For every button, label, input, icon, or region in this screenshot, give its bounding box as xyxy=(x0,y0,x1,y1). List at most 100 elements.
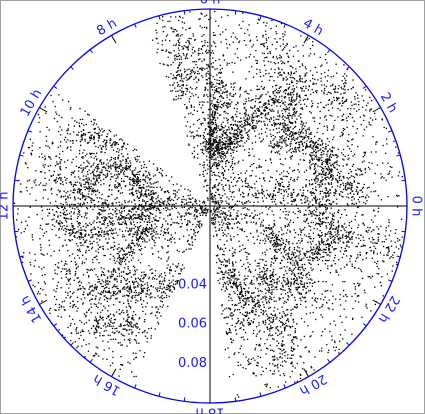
galaxy-point xyxy=(70,291,71,292)
galaxy-point xyxy=(286,191,287,192)
galaxy-point xyxy=(245,178,246,179)
galaxy-point xyxy=(308,89,309,90)
galaxy-point xyxy=(147,215,148,216)
galaxy-point xyxy=(155,315,156,316)
galaxy-point xyxy=(292,89,293,90)
galaxy-point xyxy=(83,150,84,151)
galaxy-point xyxy=(292,148,293,149)
galaxy-point xyxy=(63,214,64,215)
galaxy-point xyxy=(193,138,194,139)
galaxy-point xyxy=(230,83,231,84)
galaxy-point xyxy=(232,263,233,264)
galaxy-point xyxy=(273,373,274,374)
galaxy-point xyxy=(185,58,186,59)
galaxy-point xyxy=(351,242,352,243)
galaxy-point xyxy=(194,151,195,152)
galaxy-point xyxy=(276,258,277,259)
galaxy-point xyxy=(242,245,243,246)
galaxy-point xyxy=(341,180,342,181)
galaxy-point xyxy=(308,236,309,237)
galaxy-point xyxy=(32,234,33,235)
galaxy-point xyxy=(291,177,292,178)
galaxy-point xyxy=(321,181,322,182)
galaxy-point xyxy=(236,147,237,148)
galaxy-point xyxy=(176,183,177,184)
galaxy-point xyxy=(339,237,340,238)
galaxy-point xyxy=(259,89,260,90)
galaxy-point xyxy=(333,136,334,137)
galaxy-point xyxy=(290,262,291,263)
galaxy-point xyxy=(21,191,22,192)
galaxy-point xyxy=(237,162,238,163)
galaxy-point xyxy=(278,348,279,349)
galaxy-point xyxy=(294,265,295,266)
galaxy-point xyxy=(277,152,278,153)
galaxy-point xyxy=(180,215,181,216)
galaxy-point xyxy=(291,358,292,359)
galaxy-point xyxy=(164,201,165,202)
galaxy-point xyxy=(223,264,224,265)
galaxy-point xyxy=(181,62,182,63)
galaxy-point xyxy=(290,145,291,146)
galaxy-point xyxy=(278,235,279,236)
galaxy-point xyxy=(215,109,216,110)
galaxy-point xyxy=(149,212,150,213)
galaxy-point xyxy=(273,80,274,81)
galaxy-point xyxy=(200,136,201,137)
galaxy-point xyxy=(212,188,213,189)
galaxy-point xyxy=(291,271,292,272)
galaxy-point xyxy=(190,190,191,191)
galaxy-point xyxy=(358,295,359,296)
galaxy-point xyxy=(78,197,79,198)
galaxy-point xyxy=(285,225,286,226)
galaxy-point xyxy=(157,197,158,198)
galaxy-point xyxy=(248,139,249,140)
galaxy-point xyxy=(262,225,263,226)
galaxy-point xyxy=(201,225,202,226)
galaxy-point xyxy=(265,384,266,385)
galaxy-point xyxy=(259,106,260,107)
galaxy-point xyxy=(243,103,244,104)
galaxy-point xyxy=(160,315,161,316)
galaxy-point xyxy=(55,111,56,112)
galaxy-point xyxy=(85,214,86,215)
galaxy-point xyxy=(56,211,57,212)
galaxy-point xyxy=(285,323,286,324)
galaxy-point xyxy=(261,190,262,191)
galaxy-point xyxy=(50,95,51,96)
galaxy-point xyxy=(139,350,140,351)
galaxy-point xyxy=(231,182,232,183)
galaxy-point xyxy=(67,218,68,219)
galaxy-point xyxy=(277,142,278,143)
galaxy-point xyxy=(377,266,378,267)
galaxy-point xyxy=(291,152,292,153)
galaxy-point xyxy=(296,307,297,308)
galaxy-point xyxy=(322,281,323,282)
galaxy-point xyxy=(319,237,320,238)
galaxy-point xyxy=(259,259,260,260)
galaxy-point xyxy=(178,212,179,213)
galaxy-point xyxy=(235,121,236,122)
galaxy-point xyxy=(270,28,271,29)
galaxy-point xyxy=(224,282,225,283)
galaxy-point xyxy=(248,300,249,301)
galaxy-point xyxy=(175,54,176,55)
galaxy-point xyxy=(184,216,185,217)
galaxy-point xyxy=(232,159,233,160)
galaxy-point xyxy=(257,40,258,41)
galaxy-point xyxy=(396,262,397,263)
galaxy-point xyxy=(346,317,347,318)
galaxy-point xyxy=(302,88,303,89)
galaxy-point xyxy=(343,119,344,120)
galaxy-point xyxy=(348,232,349,233)
galaxy-point xyxy=(329,299,330,300)
galaxy-point xyxy=(246,201,247,202)
galaxy-point xyxy=(31,153,32,154)
galaxy-point xyxy=(266,368,267,369)
galaxy-point xyxy=(372,276,373,277)
galaxy-point xyxy=(241,266,242,267)
galaxy-point xyxy=(259,302,260,303)
galaxy-point xyxy=(306,313,307,314)
galaxy-point xyxy=(293,77,294,78)
galaxy-point xyxy=(294,132,295,133)
